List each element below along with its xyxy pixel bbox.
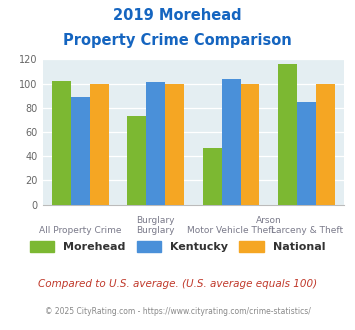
Text: Compared to U.S. average. (U.S. average equals 100): Compared to U.S. average. (U.S. average … [38, 279, 317, 289]
Text: Burglary: Burglary [137, 216, 175, 225]
Text: 2019 Morehead: 2019 Morehead [113, 8, 242, 23]
Bar [203, 148, 222, 205]
Text: All Property Crime: All Property Crime [39, 226, 121, 235]
Text: Burglary: Burglary [137, 226, 175, 235]
Text: Motor Vehicle Theft: Motor Vehicle Theft [187, 226, 275, 235]
Bar [165, 83, 184, 205]
Bar [90, 83, 109, 205]
Bar [222, 79, 241, 205]
Text: Property Crime Comparison: Property Crime Comparison [63, 33, 292, 48]
Bar [52, 81, 71, 205]
Bar [241, 83, 260, 205]
Bar [71, 97, 90, 205]
Bar [297, 102, 316, 205]
Bar [316, 83, 335, 205]
Bar [278, 64, 297, 205]
Text: Larceny & Theft: Larceny & Theft [271, 226, 343, 235]
Bar [146, 82, 165, 205]
Bar [127, 116, 146, 205]
Text: Arson: Arson [256, 216, 282, 225]
Legend: Morehead, Kentucky, National: Morehead, Kentucky, National [26, 237, 329, 257]
Text: © 2025 CityRating.com - https://www.cityrating.com/crime-statistics/: © 2025 CityRating.com - https://www.city… [45, 307, 310, 316]
